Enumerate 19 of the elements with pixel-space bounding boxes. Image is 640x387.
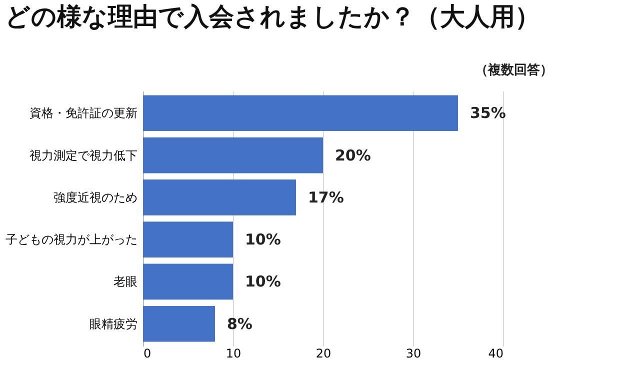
data-label: 10%: [245, 230, 281, 249]
y-tick-label: 老眼: [114, 274, 138, 289]
x-tick-label: 10: [226, 346, 242, 360]
data-label: 35%: [470, 104, 506, 122]
x-tick-label: 20: [316, 346, 332, 360]
y-tick-label: 子どもの視力が上がった: [6, 232, 138, 247]
data-label: 17%: [308, 188, 344, 206]
y-tick-label: 眼精疲労: [90, 316, 138, 331]
x-tick-label: 40: [488, 346, 504, 360]
x-tick-label: 30: [406, 346, 422, 360]
chart-title: どの様な理由で入会されましたか？（大人用）: [5, 2, 540, 31]
y-tick-label: 資格・免許証の更新: [30, 106, 138, 120]
data-label: 8%: [227, 314, 252, 333]
data-label: 10%: [245, 272, 281, 291]
data-label: 20%: [335, 146, 371, 164]
x-tick-label: 0: [144, 346, 152, 360]
chart-subtitle: （複数回答）: [475, 62, 553, 78]
y-tick-label: 視力測定で視力低下: [30, 148, 138, 162]
y-tick-label: 強度近視のため: [54, 190, 138, 204]
